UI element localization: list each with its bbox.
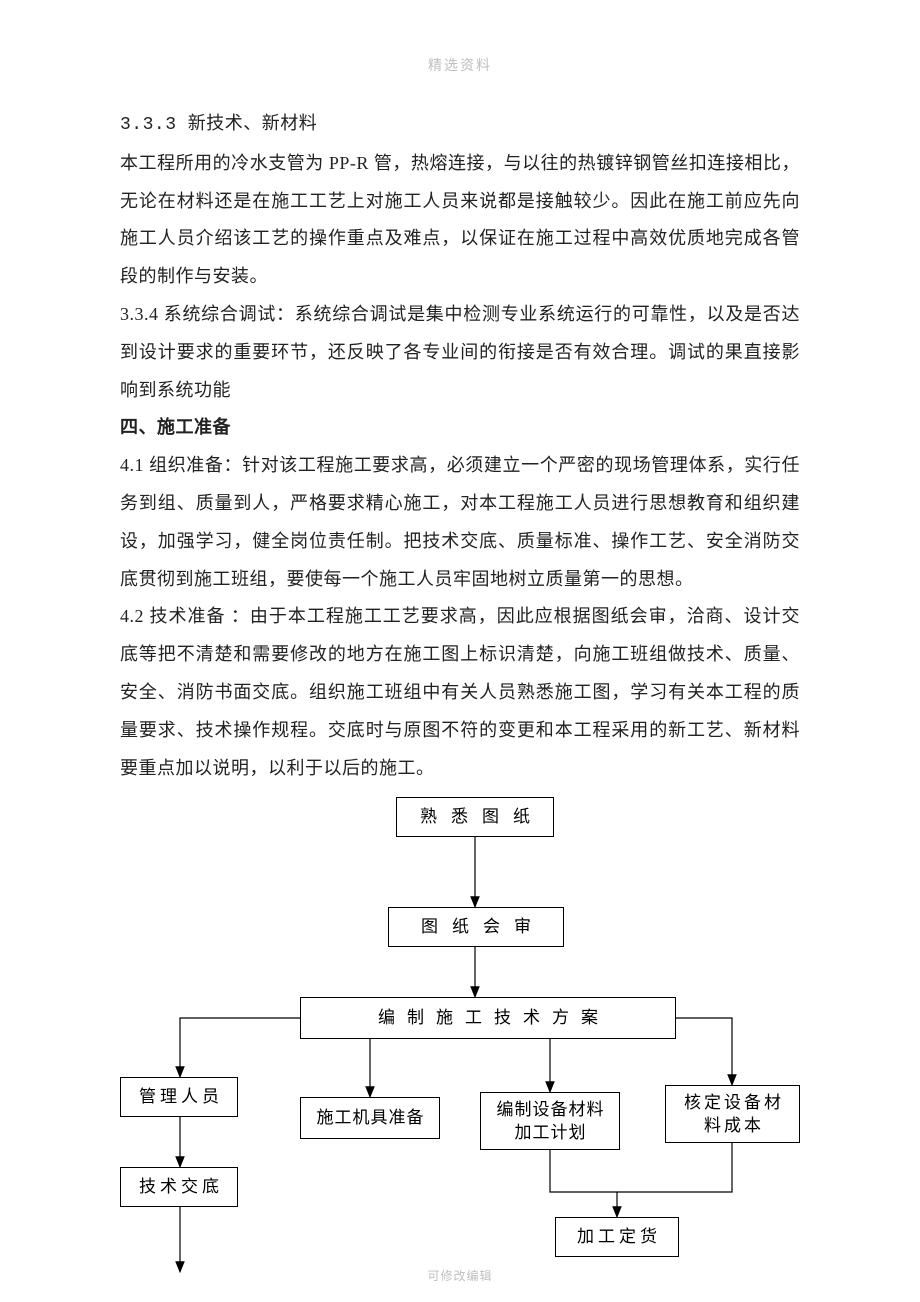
flowchart-edge [180, 1018, 300, 1077]
flowchart-node-n6: 编制设备材料加工计划 [480, 1092, 620, 1150]
paragraph-4-1: 4.1 组织准备：针对该工程施工要求高，必须建立一个严密的现场管理体系，实行任务… [120, 447, 800, 598]
page-header-watermark: 精选资料 [120, 55, 800, 75]
flowchart-node-n8: 技术交底 [120, 1167, 238, 1207]
flowchart-node-n7: 核定设备材料成本 [665, 1085, 800, 1143]
document-body: 3.3.3 新技术、新材料 本工程所用的冷水支管为 PP-R 管，热熔连接，与以… [120, 105, 800, 787]
tech-prep-flowchart: 熟悉图纸图纸会审编制施工技术方案管理人员施工机具准备编制设备材料加工计划核定设备… [120, 797, 800, 1287]
page-footer-watermark: 可修改编辑 [0, 1267, 920, 1284]
flowchart-edges [120, 797, 800, 1287]
flowchart-edge [550, 1150, 617, 1217]
flowchart-node-n2: 图纸会审 [388, 907, 564, 947]
flowchart-node-n9: 加工定货 [555, 1217, 679, 1257]
flowchart-node-n4: 管理人员 [120, 1077, 238, 1117]
flowchart-edge [676, 1018, 732, 1085]
paragraph-3-3-3-heading: 3.3.3 新技术、新材料 [120, 105, 800, 145]
paragraph-3-3-4: 3.3.4 系统综合调试：系统综合调试是集中检测专业系统运行的可靠性，以及是否达… [120, 296, 800, 409]
document-page: 精选资料 3.3.3 新技术、新材料 本工程所用的冷水支管为 PP-R 管，热熔… [0, 0, 920, 1302]
paragraph-3-3-3-body: 本工程所用的冷水支管为 PP-R 管，热熔连接，与以往的热镀锌钢管丝扣连接相比，… [120, 145, 800, 296]
flowchart-node-n3: 编制施工技术方案 [300, 997, 676, 1039]
flowchart-node-n1: 熟悉图纸 [396, 797, 554, 837]
flowchart-edge [617, 1143, 732, 1192]
paragraph-4-2: 4.2 技术准备 ：由于本工程施工工艺要求高，因此应根据图纸会审，洽商、设计交底… [120, 598, 800, 787]
section-4-heading: 四、施工准备 [120, 409, 800, 447]
flowchart-node-n5: 施工机具准备 [300, 1097, 440, 1139]
